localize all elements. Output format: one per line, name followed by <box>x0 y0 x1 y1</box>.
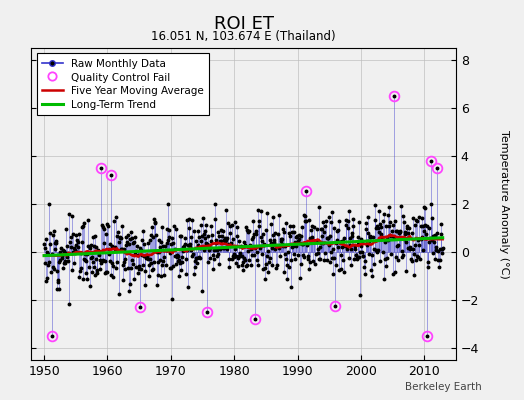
Y-axis label: Temperature Anomaly (°C): Temperature Anomaly (°C) <box>498 130 509 278</box>
Text: Berkeley Earth: Berkeley Earth <box>406 382 482 392</box>
Text: 16.051 N, 103.674 E (Thailand): 16.051 N, 103.674 E (Thailand) <box>151 30 336 43</box>
Legend: Raw Monthly Data, Quality Control Fail, Five Year Moving Average, Long-Term Tren: Raw Monthly Data, Quality Control Fail, … <box>37 53 209 116</box>
Title: ROI ET: ROI ET <box>214 14 274 32</box>
